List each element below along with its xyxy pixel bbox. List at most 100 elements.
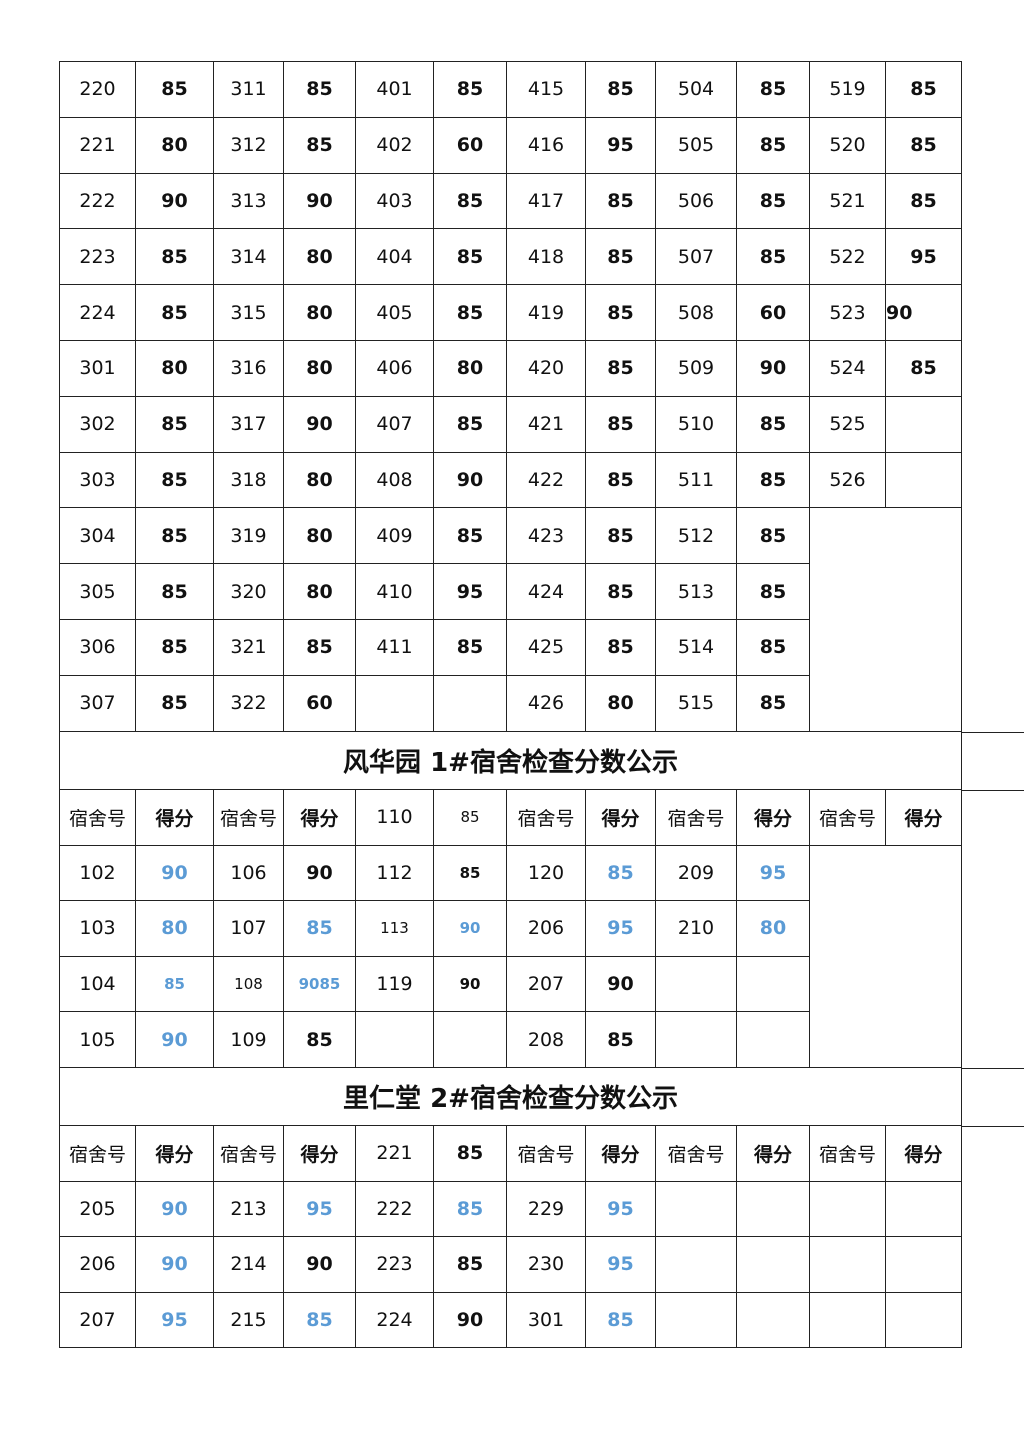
score-cell: 90 [433, 900, 507, 957]
score-cell: 85 [585, 395, 656, 453]
score-cell: 85 [433, 619, 507, 676]
score-cell: 85 [283, 61, 356, 118]
room-number-cell: 110 [355, 789, 434, 846]
room-number-cell [355, 1011, 434, 1068]
room-number-cell: 222 [59, 172, 136, 230]
room-number-cell: 418 [506, 228, 586, 286]
score-cell: 85 [585, 172, 656, 230]
score-cell: 得分 [885, 789, 962, 846]
score-cell: 90 [736, 340, 810, 397]
score-cell [433, 674, 507, 732]
score-cell [433, 1011, 507, 1068]
score-cell: 85 [585, 61, 656, 118]
score-cell: 得分 [585, 789, 656, 846]
room-number-cell: 301 [59, 340, 136, 397]
score-cell: 得分 [283, 1125, 356, 1182]
score-cell: 85 [433, 284, 507, 341]
room-number-cell: 320 [213, 563, 284, 620]
room-number-cell: 317 [213, 395, 284, 453]
room-number-cell: 524 [809, 340, 886, 397]
score-cell [885, 1291, 962, 1348]
room-number-cell: 423 [506, 507, 586, 565]
score-cell: 85 [283, 116, 356, 174]
room-number-cell: 105 [59, 1011, 136, 1068]
room-number-cell: 515 [655, 674, 737, 732]
score-cell: 85 [885, 116, 962, 174]
room-number-cell: 106 [213, 844, 284, 902]
room-number-cell: 406 [355, 340, 434, 397]
score-cell: 85 [585, 228, 656, 286]
score-cell [885, 451, 962, 509]
room-number-cell: 宿舍号 [213, 1125, 284, 1182]
room-number-cell: 313 [213, 172, 284, 230]
score-cell: 85 [135, 563, 214, 620]
score-cell: 85 [135, 284, 214, 341]
room-number-cell: 222 [355, 1180, 434, 1237]
room-number-cell: 113 [355, 900, 434, 957]
room-number-cell [655, 1236, 737, 1293]
room-number-cell: 526 [809, 451, 886, 509]
room-number-cell: 208 [506, 1011, 586, 1068]
score-cell: 85 [135, 228, 214, 286]
room-number-cell: 112 [355, 844, 434, 902]
room-number-cell: 426 [506, 674, 586, 732]
score-cell: 得分 [736, 1125, 810, 1182]
score-cell: 90 [433, 451, 507, 509]
section-title: 里仁堂 2#宿舍检查分数公示 [59, 1067, 962, 1126]
room-number-cell: 416 [506, 116, 586, 174]
score-cell: 60 [433, 116, 507, 174]
score-cell: 85 [736, 228, 810, 286]
score-cell [885, 395, 962, 453]
room-number-cell [655, 955, 737, 1013]
score-cell [736, 955, 810, 1013]
room-number-cell: 306 [59, 619, 136, 676]
score-cell: 85 [585, 1011, 656, 1068]
score-cell: 得分 [135, 1125, 214, 1182]
room-number-cell: 513 [655, 563, 737, 620]
room-number-cell: 415 [506, 61, 586, 118]
room-number-cell: 511 [655, 451, 737, 509]
room-number-cell: 417 [506, 172, 586, 230]
room-number-cell: 404 [355, 228, 434, 286]
score-cell: 90 [283, 844, 356, 902]
score-cell: 90 [135, 1011, 214, 1068]
score-cell: 90 [135, 1236, 214, 1293]
score-cell: 60 [283, 674, 356, 732]
score-cell: 90 [885, 284, 962, 341]
score-cell: 80 [283, 451, 356, 509]
score-cell [736, 1236, 810, 1293]
score-cell [885, 1236, 962, 1293]
room-number-cell: 509 [655, 340, 737, 397]
room-number-cell: 507 [655, 228, 737, 286]
score-cell: 95 [585, 900, 656, 957]
room-number-cell: 520 [809, 116, 886, 174]
score-cell: 90 [433, 1291, 507, 1348]
room-number-cell: 213 [213, 1180, 284, 1237]
score-cell [885, 1180, 962, 1237]
room-number-cell: 宿舍号 [59, 1125, 136, 1182]
room-number-cell: 宿舍号 [809, 789, 886, 846]
room-number-cell: 521 [809, 172, 886, 230]
score-cell: 85 [135, 674, 214, 732]
score-cell: 95 [135, 1291, 214, 1348]
score-cell: 80 [283, 563, 356, 620]
score-cell: 80 [135, 116, 214, 174]
score-cell: 90 [283, 1236, 356, 1293]
room-number-cell: 407 [355, 395, 434, 453]
score-cell: 85 [736, 507, 810, 565]
room-number-cell: 宿舍号 [655, 789, 737, 846]
room-number-cell: 316 [213, 340, 284, 397]
score-cell: 85 [736, 395, 810, 453]
room-number-cell: 401 [355, 61, 434, 118]
score-cell: 85 [585, 563, 656, 620]
score-cell: 95 [585, 1236, 656, 1293]
room-number-cell: 宿舍号 [506, 1125, 586, 1182]
score-cell: 95 [885, 228, 962, 286]
score-cell: 95 [736, 844, 810, 902]
score-cell: 85 [283, 900, 356, 957]
score-cell: 85 [433, 395, 507, 453]
score-cell: 90 [283, 172, 356, 230]
room-number-cell: 506 [655, 172, 737, 230]
room-number-cell: 424 [506, 563, 586, 620]
score-cell: 85 [736, 61, 810, 118]
